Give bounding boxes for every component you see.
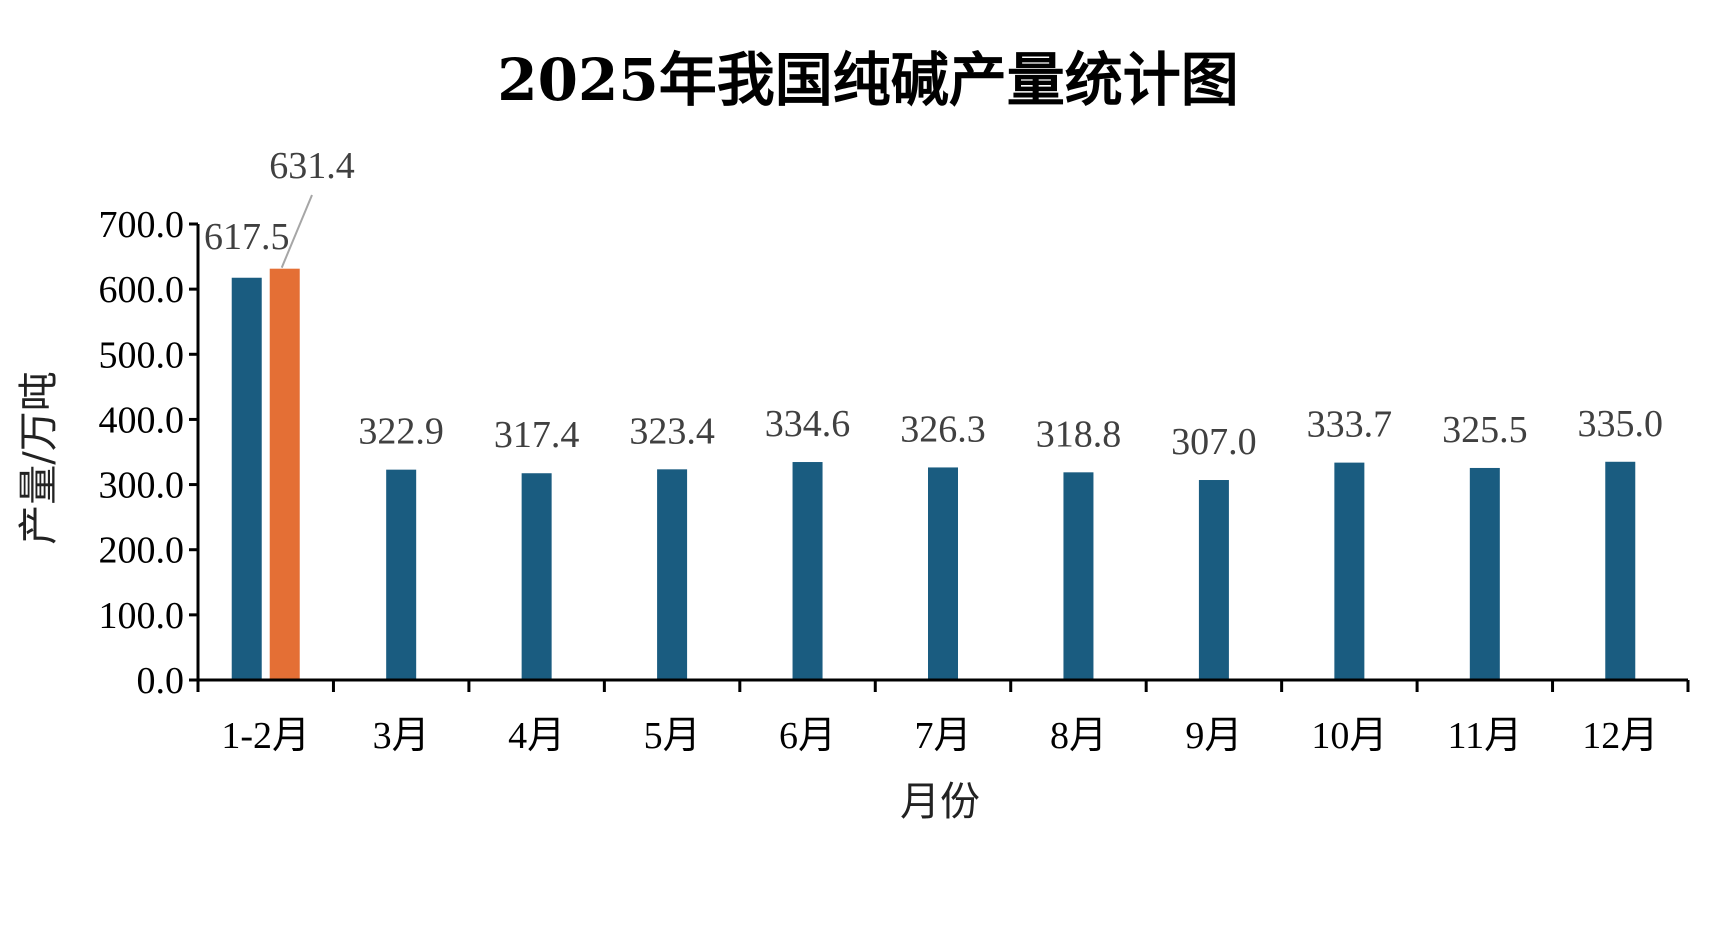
data-label-series-1: 322.9 — [358, 411, 444, 453]
y-axis-label: 产量/万吨 — [16, 371, 62, 544]
x-tick-label: 1-2月 — [221, 715, 310, 757]
y-tick-label: 600.0 — [99, 269, 185, 311]
bar-series-1 — [928, 467, 958, 680]
y-tick-label: 0.0 — [137, 660, 185, 702]
bar-series-1 — [1198, 480, 1229, 680]
data-label-leader-line — [280, 194, 313, 269]
x-tick-label: 10月 — [1311, 715, 1387, 757]
bar-series-1 — [657, 469, 688, 680]
data-label-series-1: 317.4 — [494, 414, 580, 456]
bar-series-2 — [269, 268, 300, 680]
x-tick-label: 7月 — [914, 715, 971, 757]
x-tick-label: 4月 — [508, 715, 565, 757]
bar-series-1 — [231, 277, 262, 680]
bar-series-1 — [1334, 462, 1365, 680]
data-label-series-1: 335.0 — [1578, 403, 1664, 445]
data-label-series-1: 325.5 — [1442, 409, 1528, 451]
data-label-series-1: 323.4 — [629, 410, 715, 452]
data-label-series-1: 318.8 — [1036, 413, 1122, 455]
bar-series-1 — [792, 462, 823, 680]
data-label-series-2: 631.4 — [269, 145, 355, 187]
data-label-series-1: 617.5 — [204, 216, 290, 258]
bar-series-1 — [521, 473, 552, 680]
x-axis-label: 月份 — [900, 779, 980, 825]
x-tick-label: 6月 — [779, 715, 836, 757]
bar-series-1 — [1605, 461, 1636, 680]
data-label-series-1: 307.0 — [1171, 421, 1257, 463]
data-labels: 617.5 631.4 322.9 317.4 323.4 334.6 326.3 318.8… — [204, 145, 1663, 463]
y-tick-label: 300.0 — [99, 465, 185, 507]
x-tick-label: 3月 — [373, 715, 430, 757]
bar-series-1 — [1469, 467, 1500, 680]
x-tick-label: 11月 — [1448, 715, 1523, 757]
bar-series-1 — [386, 469, 417, 680]
y-tick-label: 700.0 — [99, 204, 185, 246]
bar-series-1 — [1063, 472, 1094, 680]
x-tick-label: 9月 — [1185, 715, 1242, 757]
data-label-series-1: 333.7 — [1307, 404, 1393, 446]
chart-title: 2025年我国纯碱产量统计图 — [497, 46, 1238, 114]
x-tick-label: 12月 — [1582, 715, 1658, 757]
y-tick-label: 400.0 — [99, 399, 185, 441]
data-label-series-1: 334.6 — [765, 403, 851, 445]
x-axis-ticks: 1-2月 3月 4月 5月 6月 7月 8月 9月 10月 11月 12月 — [196, 680, 1690, 757]
x-tick-label: 8月 — [1050, 715, 1107, 757]
x-tick-label: 5月 — [644, 715, 701, 757]
y-tick-label: 500.0 — [99, 334, 185, 376]
y-tick-label: 200.0 — [99, 530, 185, 572]
y-tick-label: 100.0 — [99, 595, 185, 637]
y-axis-ticks: 0.0 100.0 200.0 300.0 400.0 500.0 600.0 700.0 — [99, 204, 198, 702]
data-label-series-1: 326.3 — [900, 408, 986, 450]
bars — [231, 268, 1636, 680]
